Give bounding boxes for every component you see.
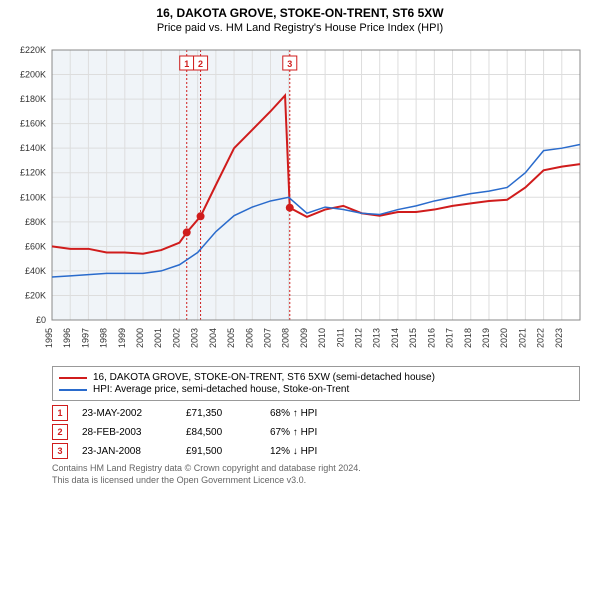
event-row: 1 23-MAY-2002 £71,350 68% ↑ HPI <box>52 405 580 421</box>
chart: £0 £20K £40K £60K £80K £100K £120K £140K £160K £1… <box>0 40 600 360</box>
event-price: £71,350 <box>186 408 256 419</box>
svg-text:2000: 2000 <box>135 328 145 348</box>
svg-text:1995: 1995 <box>44 328 54 348</box>
svg-text:2008: 2008 <box>281 328 291 348</box>
event-note: 67% ↑ HPI <box>270 427 317 438</box>
event-date: 28-FEB-2003 <box>82 427 172 438</box>
svg-text:£40K: £40K <box>25 266 46 276</box>
svg-text:£180K: £180K <box>20 94 46 104</box>
svg-text:3: 3 <box>287 59 292 69</box>
svg-text:2007: 2007 <box>262 328 272 348</box>
legend-row: HPI: Average price, semi-detached house,… <box>59 384 573 395</box>
svg-text:2002: 2002 <box>171 328 181 348</box>
svg-text:1: 1 <box>184 59 189 69</box>
svg-text:2018: 2018 <box>463 328 473 348</box>
event-date: 23-JAN-2008 <box>82 446 172 457</box>
svg-text:2021: 2021 <box>517 328 527 348</box>
svg-text:2: 2 <box>198 59 203 69</box>
svg-text:1997: 1997 <box>80 328 90 348</box>
svg-text:2009: 2009 <box>299 328 309 348</box>
svg-text:2003: 2003 <box>190 328 200 348</box>
svg-text:£80K: £80K <box>25 217 46 227</box>
svg-text:2013: 2013 <box>372 328 382 348</box>
svg-text:2023: 2023 <box>554 328 564 348</box>
legend-label: HPI: Average price, semi-detached house,… <box>93 384 349 395</box>
event-note: 12% ↓ HPI <box>270 446 317 457</box>
event-number-box: 2 <box>52 424 68 440</box>
svg-text:2016: 2016 <box>426 328 436 348</box>
svg-text:2017: 2017 <box>445 328 455 348</box>
svg-text:2001: 2001 <box>153 328 163 348</box>
svg-text:2004: 2004 <box>208 328 218 348</box>
svg-text:2012: 2012 <box>354 328 364 348</box>
svg-text:£120K: £120K <box>20 168 46 178</box>
legend-swatch <box>59 389 87 391</box>
event-row: 3 23-JAN-2008 £91,500 12% ↓ HPI <box>52 443 580 459</box>
svg-text:2011: 2011 <box>335 328 345 347</box>
footer-line-1: Contains HM Land Registry data © Crown c… <box>52 463 580 475</box>
footer: Contains HM Land Registry data © Crown c… <box>52 463 580 486</box>
legend-label: 16, DAKOTA GROVE, STOKE-ON-TRENT, ST6 5X… <box>93 372 435 383</box>
svg-text:1998: 1998 <box>99 328 109 348</box>
svg-text:2006: 2006 <box>244 328 254 348</box>
svg-text:2019: 2019 <box>481 328 491 348</box>
events-list: 1 23-MAY-2002 £71,350 68% ↑ HPI 2 28-FEB-2003… <box>52 405 580 459</box>
svg-text:2010: 2010 <box>317 328 327 348</box>
svg-text:2014: 2014 <box>390 328 400 348</box>
svg-text:2022: 2022 <box>536 328 546 348</box>
svg-text:£220K: £220K <box>20 45 46 55</box>
svg-text:2005: 2005 <box>226 328 236 348</box>
svg-text:£100K: £100K <box>20 192 46 202</box>
legend-swatch <box>59 377 87 379</box>
legend-row: 16, DAKOTA GROVE, STOKE-ON-TRENT, ST6 5X… <box>59 372 573 383</box>
svg-text:1996: 1996 <box>62 328 72 348</box>
svg-text:1999: 1999 <box>117 328 127 348</box>
event-price: £84,500 <box>186 427 256 438</box>
legend: 16, DAKOTA GROVE, STOKE-ON-TRENT, ST6 5X… <box>52 366 580 401</box>
svg-text:£160K: £160K <box>20 119 46 129</box>
svg-text:£200K: £200K <box>20 70 46 80</box>
event-row: 2 28-FEB-2003 £84,500 67% ↑ HPI <box>52 424 580 440</box>
svg-text:2020: 2020 <box>499 328 509 348</box>
footer-line-2: This data is licensed under the Open Gov… <box>52 475 580 487</box>
event-number-box: 3 <box>52 443 68 459</box>
event-number-box: 1 <box>52 405 68 421</box>
event-note: 68% ↑ HPI <box>270 408 317 419</box>
svg-text:£140K: £140K <box>20 143 46 153</box>
svg-text:£20K: £20K <box>25 290 46 300</box>
page-subtitle: Price paid vs. HM Land Registry's House … <box>0 22 600 34</box>
svg-text:2015: 2015 <box>408 328 418 348</box>
svg-text:£0: £0 <box>36 315 46 325</box>
event-price: £91,500 <box>186 446 256 457</box>
page-title: 16, DAKOTA GROVE, STOKE-ON-TRENT, ST6 5X… <box>0 6 600 20</box>
chart-svg: £0 £20K £40K £60K £80K £100K £120K £140K £160K £1… <box>0 40 600 360</box>
event-date: 23-MAY-2002 <box>82 408 172 419</box>
svg-text:£60K: £60K <box>25 241 46 251</box>
